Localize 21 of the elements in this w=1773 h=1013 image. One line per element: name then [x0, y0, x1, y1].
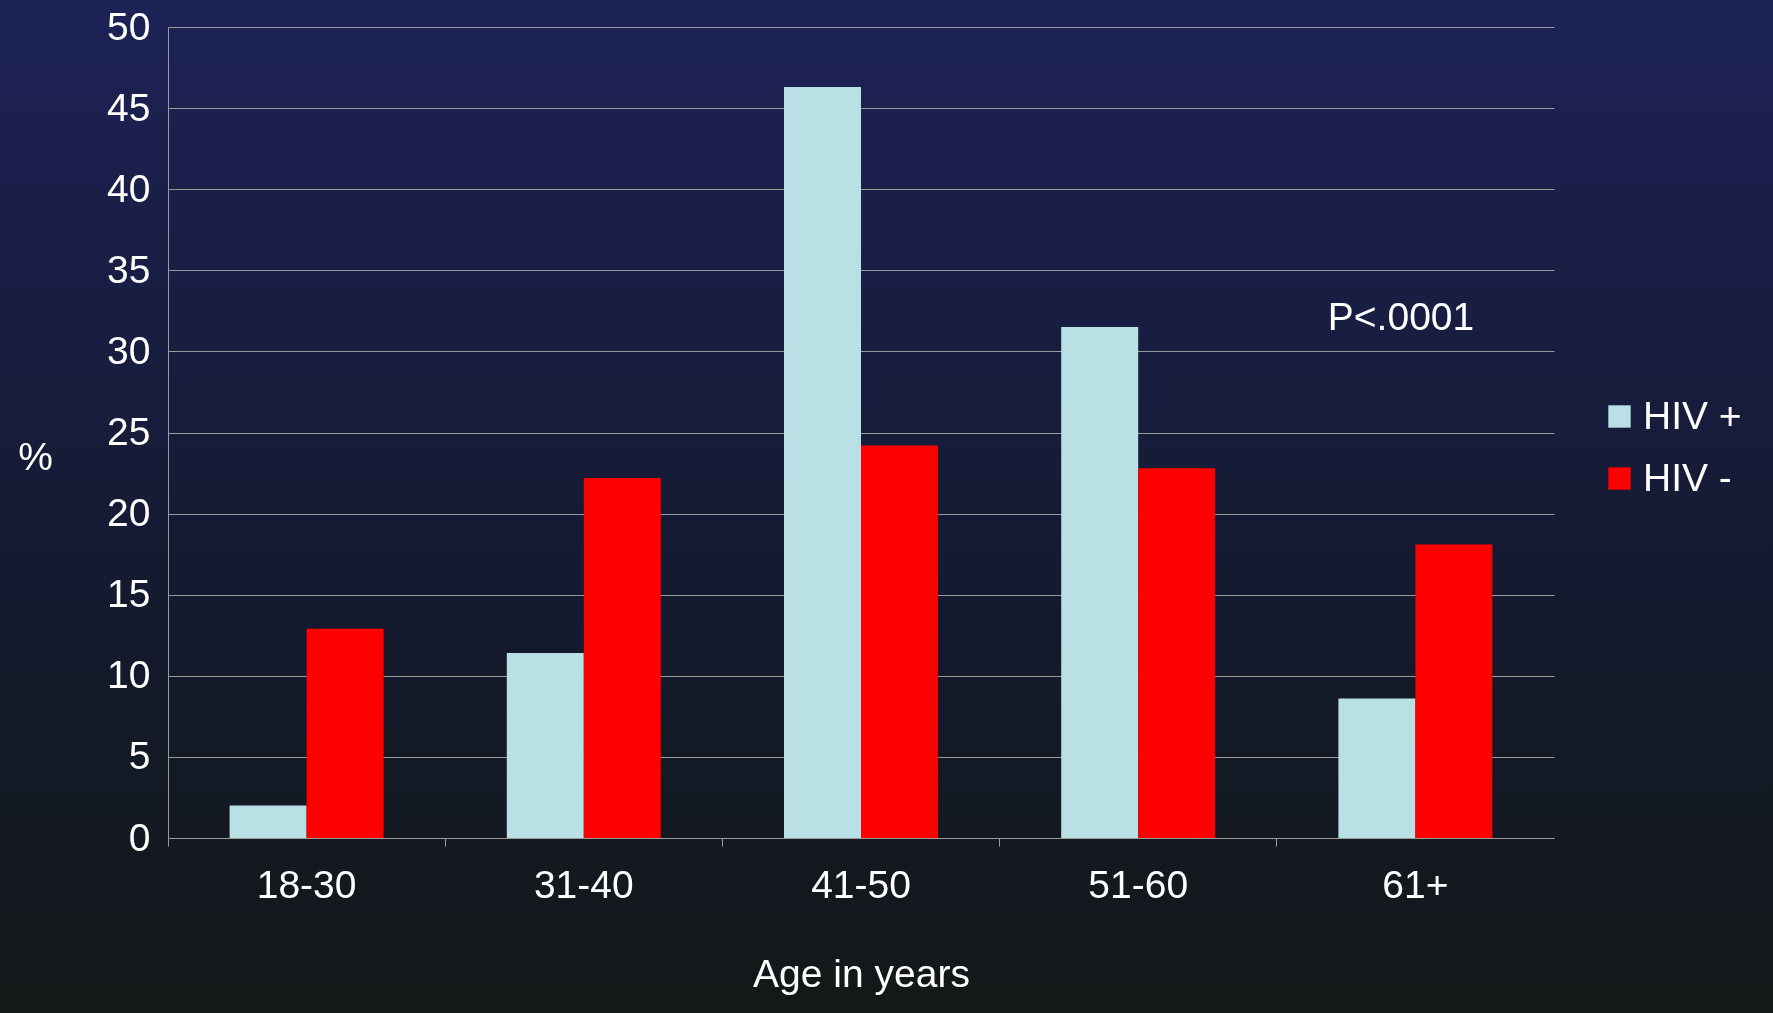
y-tick-label: 15 — [107, 572, 151, 616]
y-tick-label: 40 — [107, 166, 151, 210]
y-tick-label: 35 — [107, 247, 151, 291]
y-tick-label: 50 — [107, 4, 151, 48]
legend-label: HIV - — [1643, 455, 1732, 499]
y-tick-label: 10 — [107, 653, 151, 697]
x-axis-title: Age in years — [753, 951, 970, 995]
annotation: P<.0001 — [1327, 295, 1475, 338]
y-tick-label: 20 — [107, 491, 151, 535]
legend-label: HIV + — [1643, 393, 1742, 437]
y-tick-label: 30 — [107, 328, 151, 372]
x-tick-label: 61+ — [1382, 862, 1449, 906]
y-tick-label: 5 — [128, 734, 151, 778]
x-tick-label: 31-40 — [533, 862, 634, 906]
y-axis-title: % — [18, 434, 53, 478]
x-tick-label: 18-30 — [256, 862, 357, 906]
x-tick-label: 41-50 — [811, 862, 911, 906]
y-tick-label: 45 — [107, 85, 151, 129]
x-tick-label: 51-60 — [1088, 862, 1189, 906]
y-tick-label: 25 — [107, 410, 151, 453]
y-tick-label: 0 — [128, 815, 151, 859]
